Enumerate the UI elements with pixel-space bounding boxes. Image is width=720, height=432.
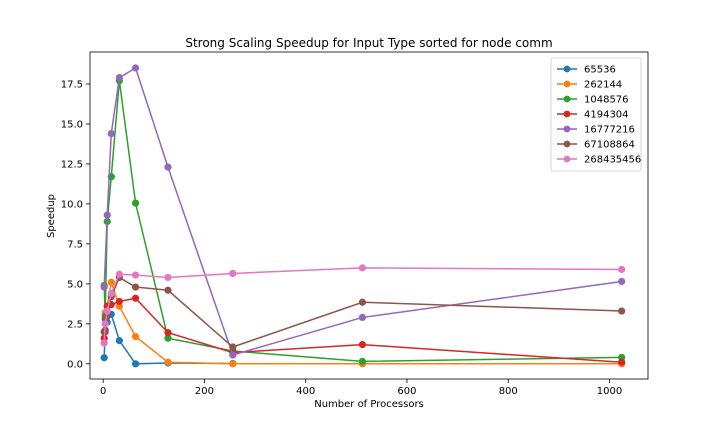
x-axis: 0 200 400 600 800 1000 [100,379,622,397]
legend-marker [563,140,571,148]
legend-marker [563,95,571,103]
data-point [115,270,123,278]
legend-marker [563,80,571,88]
legend-marker [563,125,571,133]
x-tick-label: 0 [100,386,106,397]
data-point [103,307,111,315]
legend-entry: 4194304 [557,110,629,121]
data-point [229,360,237,368]
series-268435456 [100,264,626,347]
data-point [164,334,172,342]
y-tick-label: 12.5 [61,159,83,170]
data-point [164,286,172,294]
data-point [107,278,115,286]
x-tick-label: 800 [499,386,518,397]
data-point [103,211,111,219]
legend-marker [563,110,571,118]
data-point [115,297,123,306]
legend-label: 1048576 [584,95,629,106]
data-point [358,298,367,306]
legend-label: 268435456 [584,155,641,166]
data-point [131,271,140,279]
y-tick-label: 5.0 [67,279,83,290]
series-line [103,80,622,363]
legend-marker [563,65,571,73]
y-tick-label: 2.5 [67,319,83,330]
data-point [164,329,172,337]
legend-label: 65536 [584,65,616,76]
data-point [107,289,115,298]
data-point [618,277,626,286]
data-point [131,64,140,72]
x-axis-label: Number of Processors [314,399,424,410]
x-tick-label: 600 [397,386,416,397]
legend-entry: 268435456 [557,155,641,166]
y-axis: 0.0 2.5 5.0 7.5 10.0 12.5 15.0 17.5 [61,79,90,370]
data-point [229,269,237,278]
data-point [101,320,109,328]
legend: 65536 262144 1048576 4194304 16777216 6710886… [550,57,642,172]
series-16777216 [100,64,626,359]
data-point [229,343,237,351]
data-point [618,307,626,315]
data-point [358,313,367,322]
data-point [100,354,108,362]
x-tick-label: 400 [296,386,315,397]
series-layer [100,64,626,368]
legend-label: 67108864 [584,140,635,151]
y-tick-label: 15.0 [61,119,83,130]
data-point [618,358,626,366]
legend-label: 16777216 [584,125,635,136]
legend-marker [563,155,571,163]
data-point [358,357,367,366]
chart-title: Strong Scaling Speedup for Input Type so… [185,36,552,50]
data-point [115,337,123,345]
data-point [107,129,115,138]
x-tick-label: 1000 [597,386,622,397]
legend-label: 262144 [584,80,622,91]
data-point [115,73,123,82]
y-tick-label: 10.0 [61,199,83,210]
y-tick-label: 17.5 [61,79,83,90]
legend-label: 4194304 [584,110,629,121]
legend-entry: 16777216 [557,125,635,136]
series-line [103,267,622,344]
data-point [100,339,108,347]
x-tick-label: 200 [195,386,214,397]
y-axis-label: Speedup [46,194,57,238]
data-point [618,265,626,274]
data-point [358,264,367,272]
data-point [131,283,140,291]
data-point [164,163,172,171]
data-point [100,283,108,291]
legend-entry: 262144 [557,80,622,91]
legend-entry: 67108864 [557,140,635,151]
data-point [164,358,172,366]
data-point [131,333,140,341]
legend-entry: 1048576 [557,95,629,106]
data-point [131,294,140,302]
data-point [164,273,172,282]
y-tick-label: 0.0 [67,359,83,370]
legend-entry: 65536 [557,65,616,76]
data-point [229,351,237,359]
legend-box [550,57,642,172]
y-tick-label: 7.5 [67,239,83,250]
data-point [358,341,367,349]
data-point [131,360,140,368]
data-point [131,199,140,207]
